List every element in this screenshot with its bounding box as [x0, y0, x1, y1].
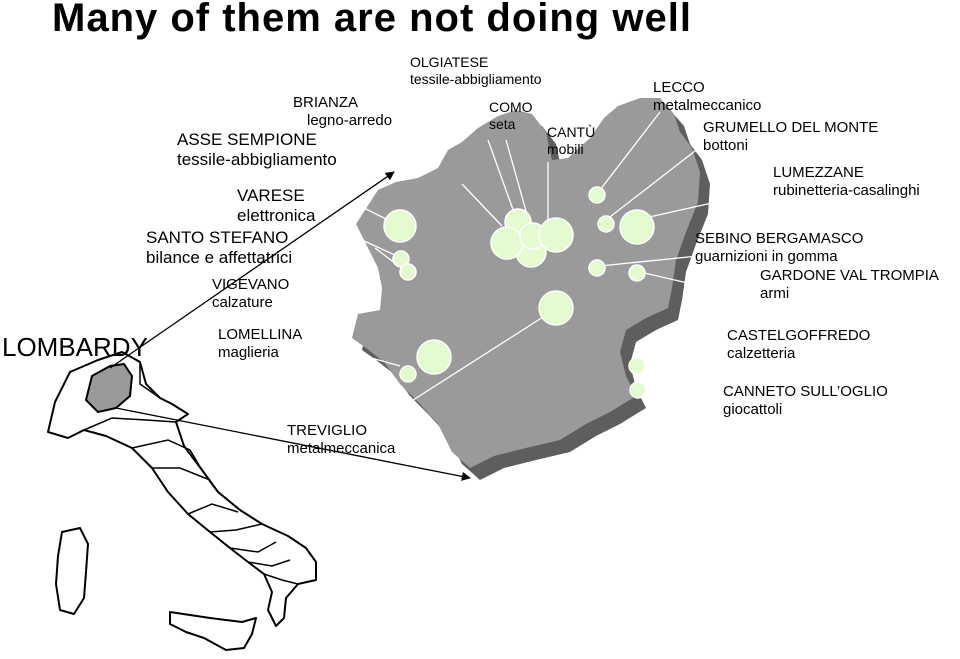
- cluster-treviglio: [538, 290, 574, 326]
- italy-map: [47, 351, 317, 651]
- district-name: VIGEVANO: [212, 276, 290, 293]
- label-brianza: BRIANZA legno-arredo: [293, 94, 392, 130]
- district-name: GARDONE VAL TROMPIA: [760, 267, 939, 284]
- label-varese: VARESE elettronica: [237, 186, 315, 227]
- cluster-canneto: [629, 381, 647, 399]
- district-industry: seta: [489, 115, 516, 132]
- district-industry: elettronica: [237, 206, 316, 226]
- district-industry: tessile-abbigliamento: [177, 150, 337, 170]
- district-industry: tessile-abbigliamento: [410, 70, 542, 87]
- district-name: SANTO STEFANO: [146, 228, 289, 247]
- district-industry: armi: [760, 285, 790, 302]
- zoom-arrow-top: [109, 171, 395, 369]
- label-sebino: SEBINO BERGAMASCO guarnizioni in gomma: [695, 230, 863, 266]
- district-industry: mobili: [547, 140, 584, 157]
- district-name: OLGIATESE: [410, 54, 489, 70]
- lombardy-region: [352, 98, 710, 480]
- cluster-sebino: [588, 259, 606, 277]
- district-name: TREVIGLIO: [287, 422, 368, 439]
- label-asse-sempione: ASSE SEMPIONE tessile-abbigliamento: [177, 130, 337, 171]
- district-industry: bilance e affettatrici: [146, 248, 293, 268]
- district-name: CANNETO SULL’OGLIO: [723, 383, 888, 400]
- leader-lines: [349, 111, 771, 403]
- label-santo-stefano: SANTO STEFANO bilance e affettatrici: [146, 228, 292, 269]
- district-industry: legno-arredo: [307, 112, 393, 129]
- label-como: COMO seta: [489, 99, 533, 133]
- district-industry: giocattoli: [723, 401, 783, 418]
- label-grumello: GRUMELLO DEL MONTE bottoni: [703, 119, 878, 155]
- district-industry: bottoni: [703, 137, 749, 154]
- lombardy-region-fill: [352, 98, 700, 468]
- region-label: LOMBARDY: [2, 332, 148, 362]
- cluster-grumello: [597, 215, 615, 233]
- cluster-lecco: [588, 186, 606, 204]
- cluster-lomellina-small: [399, 365, 417, 383]
- district-industry: calzature: [212, 294, 273, 311]
- label-cantu: CANTÙ mobili: [547, 124, 595, 158]
- district-name: ASSE SEMPIONE: [177, 130, 317, 149]
- italy-region-borders: [83, 362, 299, 585]
- district-name: CASTELGOFFREDO: [727, 327, 871, 344]
- district-name: BRIANZA: [293, 94, 359, 111]
- label-vigevano: VIGEVANO calzature: [212, 276, 289, 312]
- label-lomellina: LOMELLINA maglieria: [218, 326, 302, 362]
- district-industry: calzetteria: [727, 345, 796, 362]
- district-name: GRUMELLO DEL MONTE: [703, 119, 879, 136]
- district-industry: maglieria: [218, 344, 279, 361]
- district-industry: metalmeccanica: [287, 440, 396, 457]
- cluster-varese: [383, 209, 417, 243]
- italy-mainland: [47, 351, 317, 627]
- label-treviglio: TREVIGLIO metalmeccanica: [287, 422, 395, 458]
- cluster-lumezzane: [619, 209, 655, 245]
- district-industry: rubinetteria-casalinghi: [773, 182, 920, 199]
- zoom-arrow-bottom: [115, 407, 471, 481]
- cluster-gardone: [628, 264, 646, 282]
- district-name: LECCO: [653, 79, 705, 96]
- label-gardone: GARDONE VAL TROMPIA armi: [760, 267, 939, 303]
- label-canneto: CANNETO SULL’OGLIO giocattoli: [723, 383, 888, 419]
- label-castelgoffredo: CASTELGOFFREDO calzetteria: [727, 327, 870, 363]
- zoom-arrows: [109, 171, 471, 481]
- district-name: LUMEZZANE: [773, 164, 864, 181]
- sardinia: [55, 527, 89, 615]
- label-olgiatese: OLGIATESE tessile-abbigliamento: [410, 54, 542, 88]
- district-name: SEBINO BERGAMASCO: [695, 230, 864, 247]
- district-name: COMO: [489, 99, 533, 115]
- district-name: CANTÙ: [547, 124, 596, 140]
- label-lumezzane: LUMEZZANE rubinetteria-casalinghi: [773, 164, 920, 200]
- district-clusters: [383, 186, 655, 399]
- cluster-asse-sempione: [490, 226, 524, 260]
- page-title: Many of them are not doing well: [52, 0, 692, 40]
- sicily: [169, 611, 257, 651]
- district-industry: guarnizioni in gomma: [695, 248, 838, 265]
- cluster-castelgoffredo: [628, 357, 646, 375]
- label-lecco: LECCO metalmeccanico: [653, 79, 761, 115]
- cluster-lomellina: [416, 339, 452, 375]
- cluster-brianza: [538, 217, 574, 253]
- district-name: LOMELLINA: [218, 326, 303, 343]
- district-industry: metalmeccanico: [653, 97, 762, 114]
- cluster-vigevano: [399, 263, 417, 281]
- district-name: VARESE: [237, 186, 305, 205]
